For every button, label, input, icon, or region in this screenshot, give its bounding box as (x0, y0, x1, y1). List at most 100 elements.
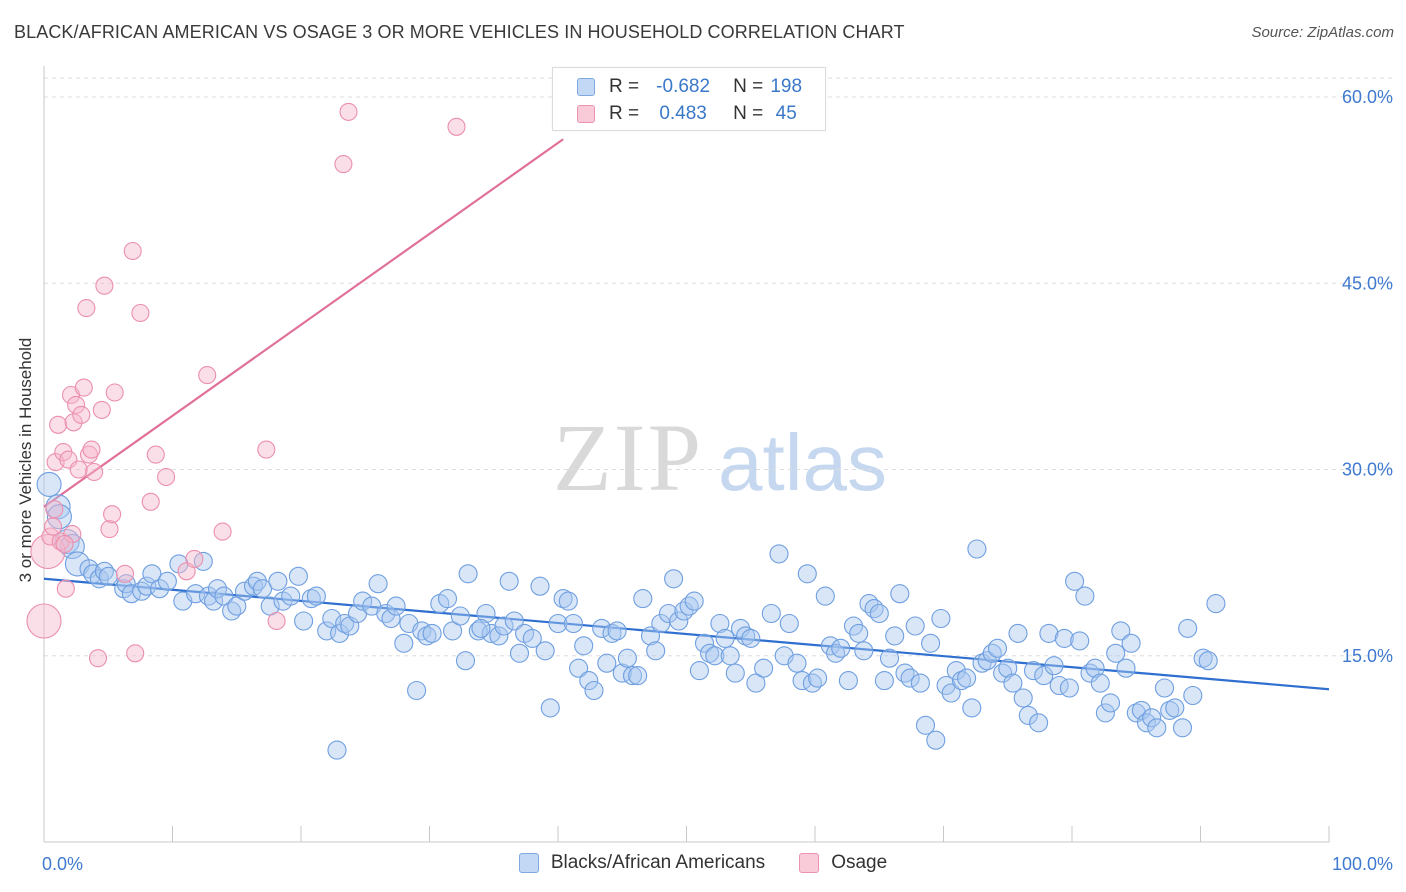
y-tick-label: 60.0% (1342, 87, 1393, 107)
data-point-blacks (36, 471, 62, 497)
data-point-osage (74, 378, 93, 397)
data-point-blacks (407, 680, 427, 701)
data-point-blacks (998, 658, 1018, 678)
data-point-blacks (1126, 703, 1146, 723)
data-point-osage (95, 276, 114, 295)
data-point-blacks (987, 638, 1008, 658)
data-point-blacks (46, 504, 72, 530)
data-point-blacks (207, 579, 228, 599)
data-point-blacks (227, 596, 247, 616)
data-point-blacks (597, 653, 617, 673)
data-point-blacks (584, 680, 604, 701)
data-point-blacks (64, 551, 90, 577)
data-point-blacks (633, 589, 653, 609)
data-point-blacks (646, 641, 666, 661)
data-point-osage (185, 549, 204, 568)
data-point-blacks (797, 564, 817, 584)
data-point-blacks (268, 571, 288, 591)
data-point-blacks (1013, 688, 1033, 708)
series-swatch-blue (518, 853, 539, 873)
data-point-blacks (1172, 718, 1193, 738)
data-point-blacks (849, 623, 869, 643)
data-point-blacks (705, 646, 725, 666)
data-point-blacks (1160, 700, 1180, 720)
data-point-osage (334, 155, 353, 174)
data-point-blacks (669, 611, 689, 631)
legend-n-value: 198 (770, 76, 803, 97)
data-point-blacks (548, 613, 568, 634)
data-point-blacks (1044, 656, 1064, 676)
data-point-blacks (1193, 648, 1213, 668)
data-point-blacks (941, 683, 961, 703)
data-point-blacks (1116, 658, 1136, 678)
data-point-blacks (1008, 623, 1028, 643)
data-point-blacks (1142, 708, 1162, 728)
legend-n-label: N = (733, 103, 764, 124)
data-point-blacks (854, 641, 874, 661)
data-point-osage (213, 522, 232, 541)
data-point-osage (447, 117, 466, 136)
tick-labels: 15.0% 30.0% 45.0% 60.0% 0.0% 100.0% (42, 87, 1393, 874)
data-point-blacks (1034, 666, 1054, 686)
data-point-osage (92, 400, 111, 419)
data-point-blacks (522, 628, 542, 648)
data-point-blacks (471, 618, 491, 638)
legend-swatch-pink (577, 105, 595, 123)
series-legend-label: Blacks/African Americans (550, 852, 766, 873)
data-point-osage (267, 611, 286, 631)
data-point-blacks (116, 574, 136, 594)
data-point-blacks (1183, 685, 1203, 706)
data-point-osage (82, 440, 101, 459)
data-point-blacks (422, 623, 442, 643)
legend-swatch-blue (577, 78, 595, 96)
data-point-blacks (885, 626, 905, 646)
data-point-blacks (579, 671, 599, 691)
x-tick-label-end: 100.0% (1332, 854, 1393, 874)
data-point-blacks (1154, 678, 1175, 698)
data-point-blacks (381, 608, 401, 629)
data-point-blacks (890, 584, 910, 604)
data-point-osage (64, 413, 83, 432)
data-point-blacks (602, 623, 622, 643)
y-tick-label: 45.0% (1342, 273, 1393, 293)
data-point-blacks (1206, 594, 1226, 614)
data-point-blacks (741, 628, 761, 648)
data-point-blacks (710, 613, 730, 634)
watermark-atlas: atlas (718, 418, 887, 507)
data-point-blacks (574, 636, 594, 656)
data-point-blacks (1165, 698, 1185, 718)
data-point-osage (43, 517, 63, 536)
grid (44, 77, 1394, 657)
data-point-blacks (458, 564, 478, 584)
data-point-blacks (700, 643, 720, 663)
data-point-blacks (972, 653, 992, 673)
data-point-osage (72, 405, 91, 424)
data-point-blacks (761, 603, 781, 624)
data-point-osage (79, 445, 99, 464)
data-point-blacks (808, 668, 828, 688)
legend-row-blacks: R = -0.682 N = 198 (577, 74, 809, 100)
data-point-blacks (450, 606, 470, 626)
data-point-blacks (869, 603, 889, 624)
data-point-blacks (926, 730, 946, 750)
data-point-osage (85, 462, 104, 482)
data-points (26, 102, 1226, 760)
series-legend: Blacks/African Americans Osage (0, 852, 1406, 874)
data-point-blacks (910, 673, 930, 693)
data-point-blacks (504, 611, 524, 631)
data-point-blacks (214, 586, 234, 606)
watermark-zip: ZIP (553, 404, 703, 511)
data-point-blacks (951, 671, 972, 691)
data-point-blacks (306, 586, 326, 606)
legend-r-label: R = (609, 103, 640, 124)
data-point-blacks (694, 633, 715, 653)
data-point-blacks (294, 611, 314, 631)
data-point-blacks (204, 591, 224, 611)
x-tick-label-start: 0.0% (42, 854, 83, 874)
data-point-osage (126, 644, 145, 663)
data-point-osage (55, 534, 74, 554)
legend-r-label: R = (609, 76, 640, 97)
legend-r-value: -0.682 (656, 76, 711, 97)
data-point-blacks (1111, 621, 1131, 641)
data-point-osage (339, 102, 358, 121)
